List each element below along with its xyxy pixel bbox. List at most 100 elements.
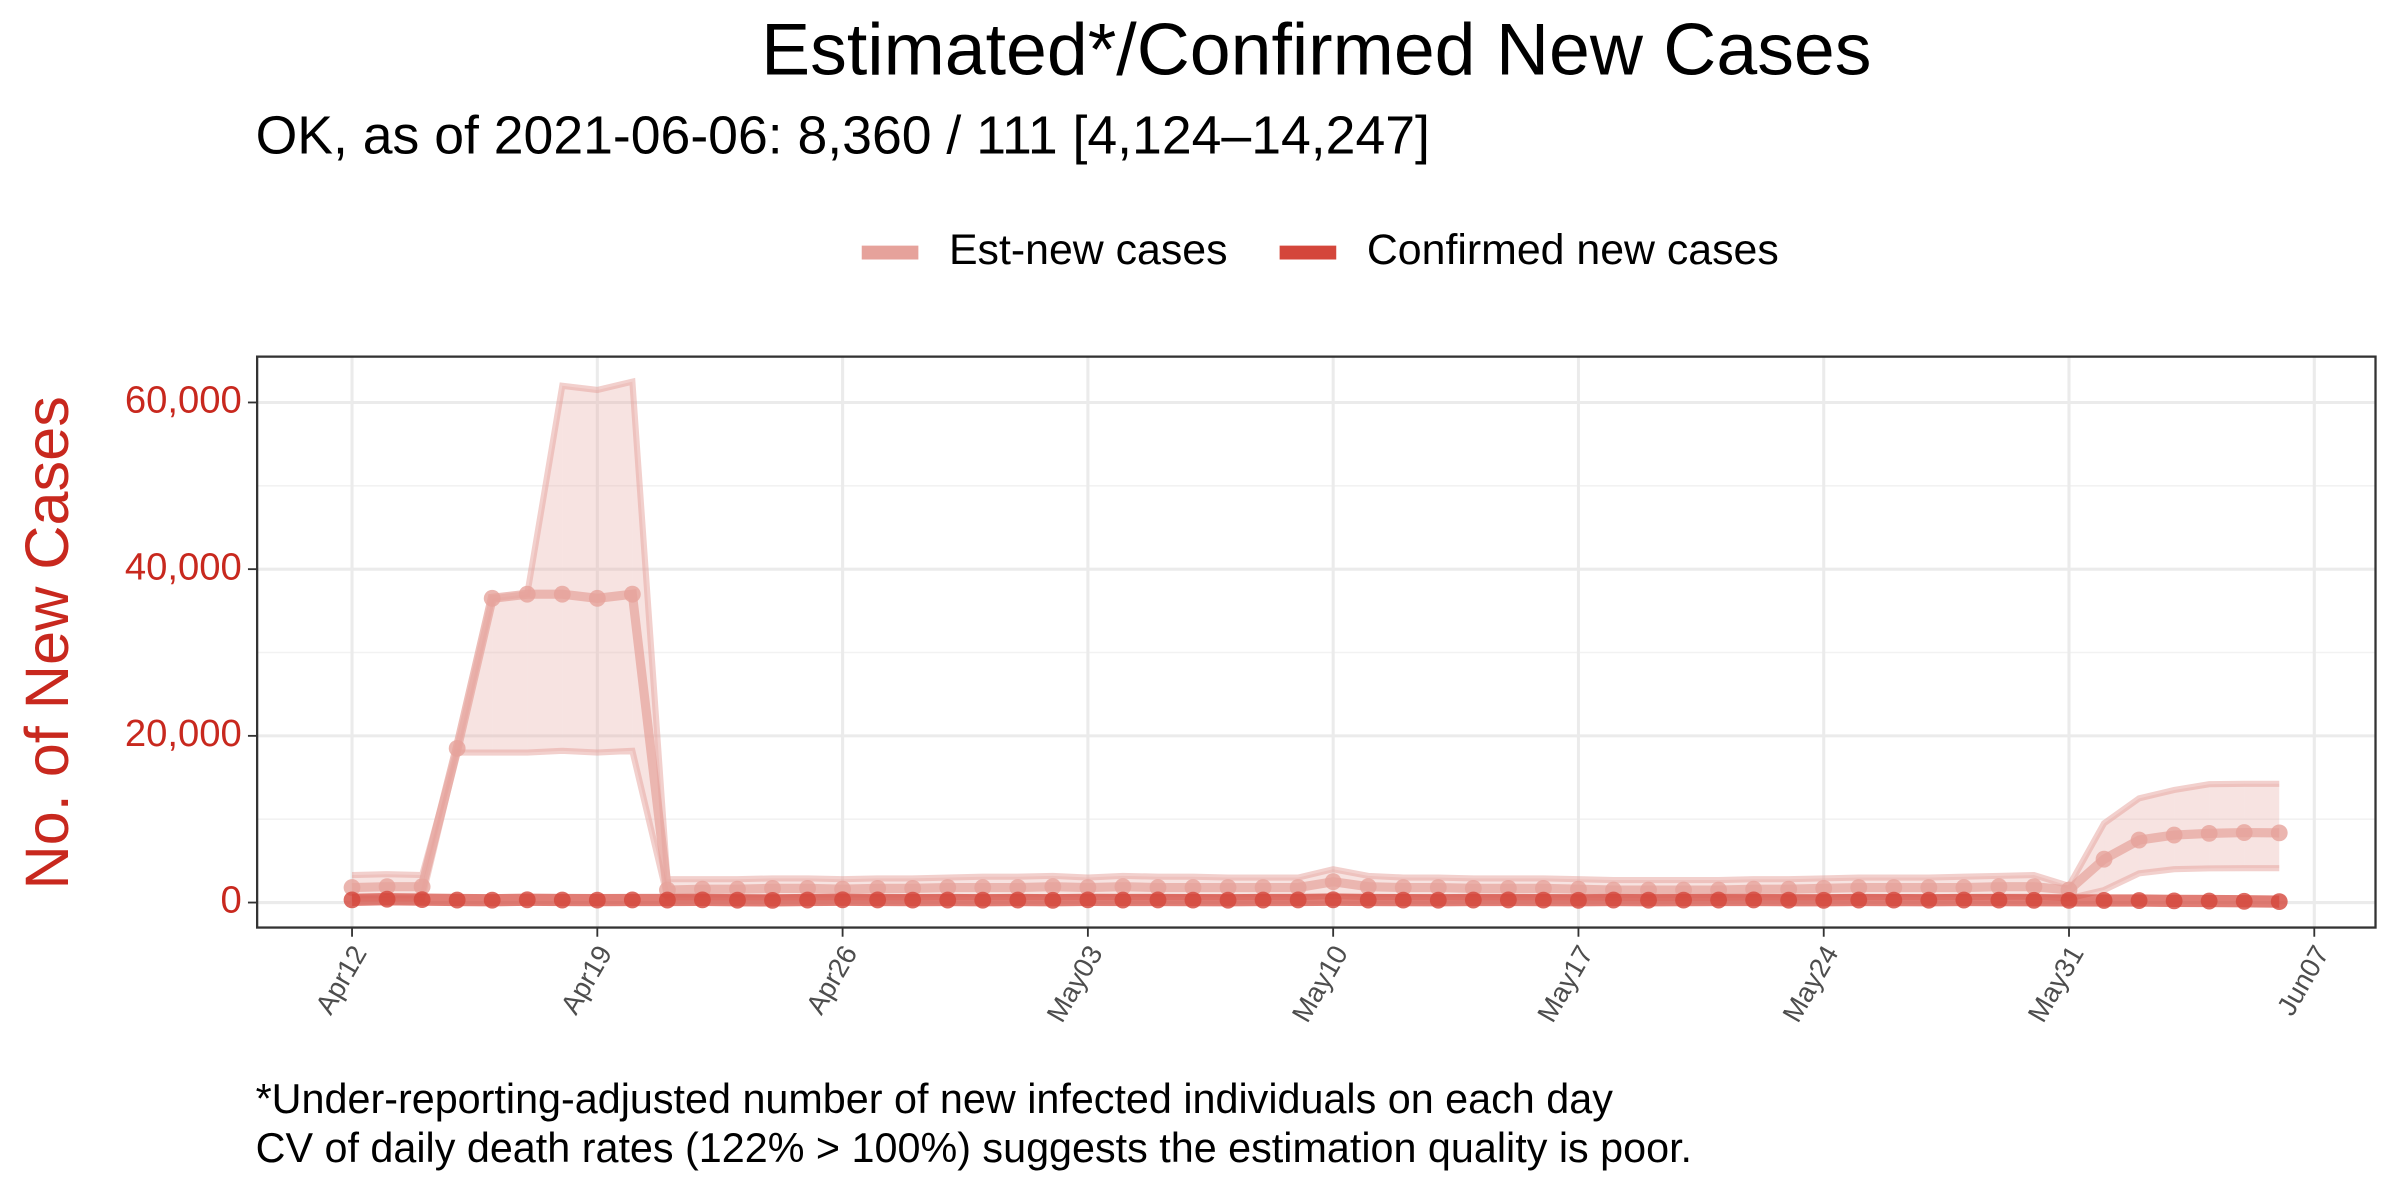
data-point [1254,879,1272,896]
x-tick-label: Apr19 [554,940,618,1019]
data-point [2200,824,2218,842]
data-point [1079,891,1097,909]
data-point [1464,891,1482,909]
data-point [623,585,641,603]
confidence-band [492,594,528,753]
data-point [1079,879,1097,896]
data-point [483,891,501,909]
data-point [764,879,781,897]
data-point [1429,891,1447,909]
data-point [1149,891,1167,909]
data-point [413,891,431,909]
data-point [694,891,711,909]
data-point [2060,891,2078,909]
data-point [518,585,536,603]
y-tick-label: 40,000 [125,545,242,588]
data-point [1850,879,1868,896]
data-point [1394,891,1412,909]
data-point [1009,891,1027,909]
data-point [378,878,396,896]
data-point [1289,879,1307,896]
data-point [1149,879,1167,896]
data-point [1324,891,1342,909]
data-point [1219,879,1237,896]
data-point [553,585,571,603]
x-tick-label: Apr12 [309,940,373,1019]
confidence-band [527,385,563,753]
x-tick-label: May10 [1286,940,1354,1027]
data-point [2095,892,2113,909]
legend-label: Est-new cases [949,226,1228,274]
data-point [1499,891,1517,909]
band-edge [351,377,2280,890]
plot-area [343,377,2288,911]
data-point [1955,879,1973,896]
data-point [2025,878,2043,896]
data-point [729,891,746,909]
y-axis-label: No. of New Cases [13,396,81,889]
data-point [623,891,641,909]
data-point [1184,879,1202,896]
x-tick-label: Jun07 [2271,940,2335,1021]
data-point [1254,891,1272,909]
data-point [1114,878,1132,896]
data-point [1885,879,1903,896]
data-point [588,589,606,607]
data-point [1289,891,1307,909]
data-point [2025,891,2043,909]
x-tick-label: May31 [2022,940,2090,1027]
data-point [1359,891,1377,909]
legend-label: Confirmed new cases [1367,226,1779,274]
data-point [904,879,922,897]
data-point [764,891,781,909]
footnote: CV of daily death rates (122% > 100%) su… [256,1125,1692,1171]
data-point [448,891,466,909]
data-point [1955,891,1973,909]
confidence-band [2139,790,2175,874]
data-point [2165,826,2183,844]
data-point [2130,892,2148,909]
x-tick-label: Apr26 [800,940,864,1019]
data-point [869,891,887,909]
data-point [1044,878,1062,896]
confidence-band [2104,798,2140,891]
data-point [1359,878,1377,896]
data-point [1640,891,1657,909]
data-point [1780,891,1798,909]
data-point [799,891,816,909]
data-point [2095,850,2113,868]
data-point [1184,891,1202,909]
data-point [1044,891,1062,909]
data-point [2130,831,2148,849]
plot-border [255,355,2377,929]
data-point [413,878,431,896]
data-point [1534,891,1552,909]
data-point [1114,891,1132,909]
data-point [1499,879,1517,897]
data-point [483,589,501,607]
data-point [2235,892,2253,910]
data-point [2235,824,2253,841]
data-point [343,879,361,896]
x-tick-label: May24 [1776,940,1844,1027]
data-point [1429,879,1447,896]
y-tick-label: 20,000 [125,712,242,755]
data-point [1219,891,1237,909]
data-point [1990,878,2008,896]
data-point [869,879,887,897]
data-point [2200,892,2218,910]
data-point [1850,891,1868,909]
data-point [343,891,361,909]
data-point [2270,893,2288,911]
x-tick-label: May17 [1531,940,1599,1027]
y-tick-label: 0 [221,879,242,922]
data-point [1815,879,1833,897]
data-point [658,891,676,909]
data-point [2165,892,2183,910]
data-point [974,891,992,909]
data-point [939,891,957,909]
data-point [1990,891,2008,909]
data-point [974,879,992,896]
data-point [1394,879,1412,896]
data-point [904,891,922,909]
